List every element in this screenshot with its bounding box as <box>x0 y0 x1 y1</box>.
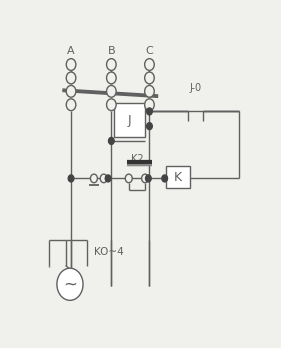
Circle shape <box>68 175 74 182</box>
Text: A: A <box>67 47 75 56</box>
Circle shape <box>100 174 107 183</box>
Circle shape <box>142 174 149 183</box>
Circle shape <box>90 174 98 183</box>
Text: ~: ~ <box>63 275 77 293</box>
Circle shape <box>57 268 83 300</box>
Text: C: C <box>146 47 153 56</box>
Text: B: B <box>108 47 115 56</box>
Text: J-0: J-0 <box>189 83 201 93</box>
Text: K: K <box>174 171 182 184</box>
Text: K2: K2 <box>131 154 144 164</box>
Circle shape <box>147 108 152 115</box>
Circle shape <box>108 137 114 144</box>
Circle shape <box>105 175 111 182</box>
Circle shape <box>146 175 151 182</box>
Circle shape <box>106 99 116 111</box>
Text: J: J <box>128 114 131 127</box>
Circle shape <box>66 99 76 111</box>
Circle shape <box>147 123 152 130</box>
Circle shape <box>145 59 154 70</box>
Circle shape <box>145 72 154 84</box>
Circle shape <box>145 86 154 97</box>
Circle shape <box>66 72 76 84</box>
Circle shape <box>162 175 167 182</box>
Circle shape <box>145 99 154 111</box>
Circle shape <box>106 72 116 84</box>
Bar <box>166 166 190 188</box>
Circle shape <box>66 59 76 70</box>
Circle shape <box>106 59 116 70</box>
Text: KO~4: KO~4 <box>94 247 124 257</box>
Circle shape <box>66 86 76 97</box>
Circle shape <box>106 86 116 97</box>
Circle shape <box>125 174 132 183</box>
Bar <box>114 103 145 137</box>
